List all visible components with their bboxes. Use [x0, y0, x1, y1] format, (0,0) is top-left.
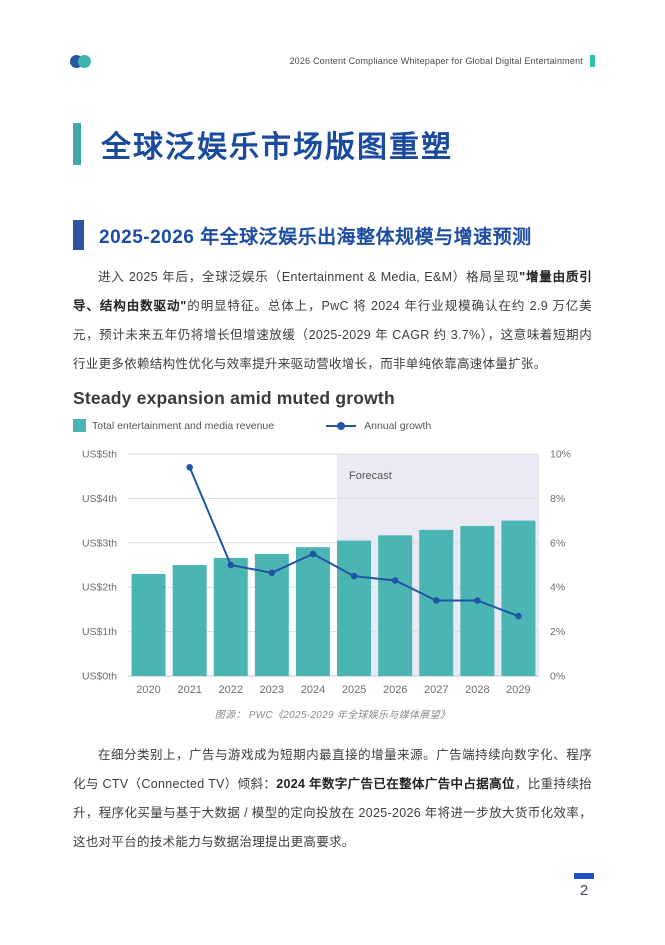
svg-text:2023: 2023	[260, 684, 284, 696]
paragraph-1-bold: "增量由质引导、结构由数驱动"	[73, 270, 592, 313]
svg-text:8%: 8%	[550, 493, 565, 505]
header-right: 2026 Content Compliance Whitepaper for G…	[289, 55, 595, 67]
svg-text:2024: 2024	[301, 684, 325, 696]
footer-accent-bar	[574, 873, 594, 879]
bar-2020	[131, 573, 166, 676]
bar-2029	[501, 520, 536, 676]
chart-canvas: Forecast US$0th 0% US$1th 2% US$2th 4% US$3th 6%…	[73, 436, 592, 703]
forecast-label: Forecast	[349, 470, 392, 482]
paragraph-1-pre: 进入 2025 年后，全球泛娱乐（Entertainment & Media, …	[98, 270, 520, 284]
page-number: 2	[579, 882, 589, 899]
paragraph-2-bold: 2024 年数字广告已在整体广告中占据高位	[276, 777, 515, 791]
svg-text:US$3th: US$3th	[82, 537, 117, 549]
section-accent-bar	[73, 220, 84, 250]
svg-text:US$0th: US$0th	[82, 671, 117, 683]
chart-source-caption: 图源： PWC《2025-2029 年全球娱乐与媒体展望》	[214, 710, 451, 721]
title-accent-bar	[73, 123, 81, 165]
svg-text:2%: 2%	[550, 626, 565, 638]
page-title: 全球泛娱乐市场版图重塑	[101, 131, 453, 164]
svg-text:0%: 0%	[550, 671, 565, 683]
svg-text:2022: 2022	[219, 684, 243, 696]
svg-text:10%: 10%	[550, 449, 571, 461]
svg-text:2027: 2027	[424, 684, 448, 696]
svg-text:US$2th: US$2th	[82, 582, 117, 594]
bar-2025	[337, 540, 372, 676]
section-heading-row: 2025-2026 年全球泛娱乐出海整体规模与增速预测	[73, 220, 592, 250]
paragraph-2: 在细分类别上，广告与游戏成为短期内最直接的增量来源。广告端持续向数字化、程序化与…	[73, 741, 592, 857]
bar-legend-swatch-icon	[73, 419, 86, 432]
svg-text:2029: 2029	[506, 684, 530, 696]
bar-2022	[213, 557, 248, 676]
page-footer: 2	[573, 873, 595, 899]
page-content: 全球泛娱乐市场版图重塑 2025-2026 年全球泛娱乐出海整体规模与增速预测 …	[73, 0, 592, 857]
section-heading: 2025-2026 年全球泛娱乐出海整体规模与增速预测	[99, 226, 532, 248]
bar-legend-label: Total entertainment and media revenue	[92, 419, 275, 432]
brand-logo-icon	[70, 54, 94, 68]
bar-2024	[295, 547, 330, 676]
svg-text:2025: 2025	[342, 684, 366, 696]
svg-text:US$1th: US$1th	[82, 626, 117, 638]
svg-text:6%: 6%	[550, 537, 565, 549]
paragraph-1: 进入 2025 年后，全球泛娱乐（Entertainment & Media, …	[73, 263, 592, 379]
header-title: 2026 Content Compliance Whitepaper for G…	[289, 56, 583, 66]
paragraph-2-pre: 在细分类别上，广告与游戏成为短期内最直接的增量来源。广告端持续向数字化、程序化与…	[73, 748, 592, 791]
page-title-row: 全球泛娱乐市场版图重塑	[73, 122, 592, 166]
header-accent-bar	[590, 55, 595, 67]
svg-text:2028: 2028	[465, 684, 489, 696]
svg-text:2020: 2020	[136, 684, 160, 696]
svg-text:2021: 2021	[177, 684, 201, 696]
bars-series	[131, 520, 536, 676]
line-legend-label: Annual growth	[364, 419, 432, 432]
svg-text:US$5th: US$5th	[82, 449, 117, 461]
bar-2021	[172, 565, 207, 676]
paragraph-1-post: 的明显特征。总体上，PwC 将 2024 年行业规模确认在约 2.9 万亿美元，…	[73, 299, 592, 371]
chart-title: Steady expansion amid muted growth	[73, 388, 395, 408]
bar-2026	[378, 535, 413, 676]
svg-text:US$4th: US$4th	[82, 493, 117, 505]
page-header: 2026 Content Compliance Whitepaper for G…	[70, 52, 595, 70]
svg-text:4%: 4%	[550, 582, 565, 594]
chart-legend: Total entertainment and media revenue An…	[73, 419, 592, 432]
paragraph-2-post: ，比重持续抬升，程序化买量与基于大数据 / 模型的定向投放在 2025-2026…	[73, 777, 592, 849]
logo-teal-circle-icon	[78, 54, 91, 68]
line-legend-swatch-icon	[326, 421, 357, 430]
svg-text:2026: 2026	[383, 684, 407, 696]
